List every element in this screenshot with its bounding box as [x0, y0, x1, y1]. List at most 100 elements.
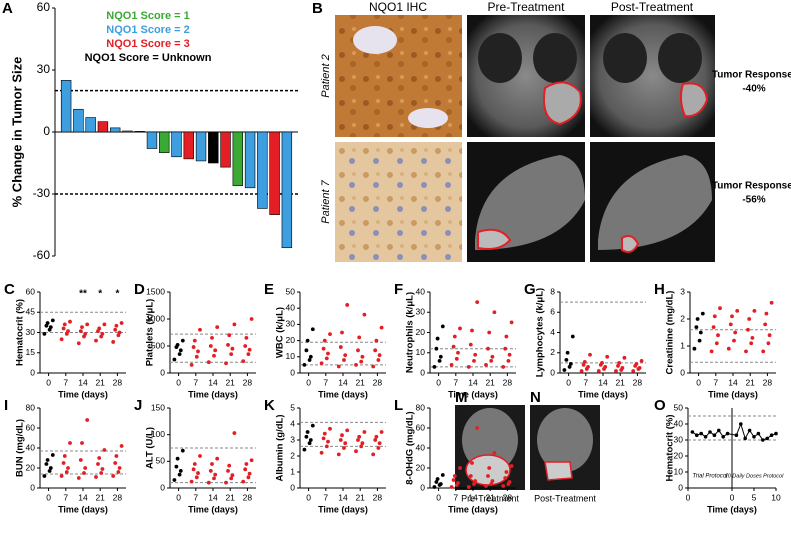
x-tick-label: 14 [338, 377, 348, 387]
data-point [304, 348, 309, 353]
y-axis-label: Albumin (g/dL) [275, 414, 286, 481]
data-point [210, 336, 214, 340]
data-point [243, 467, 248, 472]
data-point [308, 438, 313, 442]
data-point [340, 330, 344, 335]
x-tick-label: 28 [243, 492, 253, 502]
data-point [357, 434, 362, 439]
y-tick-label: 0 [550, 367, 555, 377]
y-tick-label: 30 [674, 434, 684, 444]
y-tick-label: 60 [26, 286, 36, 296]
y-tick-label: 0 [30, 482, 35, 492]
y-tick-label: 500 [151, 340, 165, 350]
x-tick-label: 0 [436, 377, 441, 387]
data-point [605, 354, 610, 359]
panel-label: M [455, 389, 468, 406]
data-point [83, 331, 88, 336]
data-point [59, 337, 64, 342]
y-tick-label: 0 [680, 367, 685, 377]
data-point [354, 363, 358, 367]
data-point [750, 336, 755, 340]
ct-orbit [658, 33, 702, 83]
x-tick-label: 14 [728, 377, 738, 387]
data-point [336, 364, 341, 369]
data-point [44, 462, 49, 466]
data-point [324, 444, 329, 449]
y-axis-label: Hematocrit (%) [665, 414, 676, 481]
x-axis-label: Time (days) [318, 504, 368, 514]
data-point [473, 352, 478, 357]
y-tick-label: 10 [286, 351, 296, 361]
data-point [475, 426, 480, 430]
x-axis-label: Time (days) [708, 389, 758, 399]
image-caption: Pre-Treatment [461, 493, 519, 503]
x-tick-label: 10 [771, 492, 781, 502]
data-point [172, 478, 177, 482]
panel-label: F [394, 281, 403, 298]
data-point [326, 351, 330, 356]
x-tick-label: 14 [468, 492, 478, 502]
bar [85, 117, 96, 133]
data-point [712, 314, 717, 319]
x-axis-label: Time (days) [578, 389, 628, 399]
y-tick-label: 30 [416, 307, 426, 317]
data-point [501, 365, 506, 369]
x-tick-label: 0 [436, 492, 441, 502]
y-tick-label: 6 [550, 307, 555, 317]
data-point [319, 361, 324, 366]
bar [195, 131, 207, 162]
data-point [45, 321, 50, 325]
data-point [343, 441, 348, 446]
panel-n-image [530, 405, 600, 490]
data-point [100, 467, 105, 471]
data-point [769, 433, 774, 438]
data-point [62, 322, 67, 327]
data-point [764, 311, 769, 316]
data-point [174, 464, 179, 469]
bar [171, 131, 182, 158]
data-point [336, 452, 341, 457]
data-point [440, 324, 445, 329]
data-point [449, 363, 454, 367]
data-point [695, 317, 700, 321]
data-point [373, 348, 378, 353]
data-point [206, 480, 211, 485]
data-point [304, 434, 309, 439]
ct-head [475, 155, 585, 250]
x-tick-label: 14 [338, 492, 348, 502]
data-point [307, 441, 312, 446]
data-point [714, 341, 719, 346]
data-point [78, 458, 83, 462]
data-point [562, 368, 567, 372]
tumor-outline [477, 228, 512, 250]
y-tick-label: 2 [290, 450, 295, 460]
x-tick-label: 0 [306, 492, 311, 502]
data-point [726, 346, 731, 351]
data-point [472, 358, 476, 363]
data-point [708, 430, 712, 434]
image-caption: Post-Treatment [534, 493, 596, 503]
bar [109, 127, 121, 133]
x-tick-label: 7 [323, 377, 328, 387]
bar [73, 108, 84, 133]
data-point [359, 359, 364, 364]
bar [244, 131, 256, 189]
bar [146, 131, 158, 149]
data-point [709, 349, 714, 354]
data-point [725, 431, 730, 436]
data-point [717, 428, 721, 433]
data-point [596, 369, 601, 373]
data-point [224, 361, 228, 366]
legend-entry: NQO1 Score = Unknown [85, 52, 212, 64]
data-point [66, 466, 70, 470]
data-point [374, 338, 379, 343]
y-tick-label: 30 [37, 62, 51, 76]
ct-orbit [478, 33, 522, 83]
data-point [47, 469, 52, 473]
data-point [437, 358, 442, 363]
data-point [564, 357, 569, 362]
data-point [356, 348, 360, 353]
x-tick-label: 28 [503, 377, 513, 387]
data-point [586, 365, 590, 369]
x-tick-label: 21 [355, 377, 365, 387]
